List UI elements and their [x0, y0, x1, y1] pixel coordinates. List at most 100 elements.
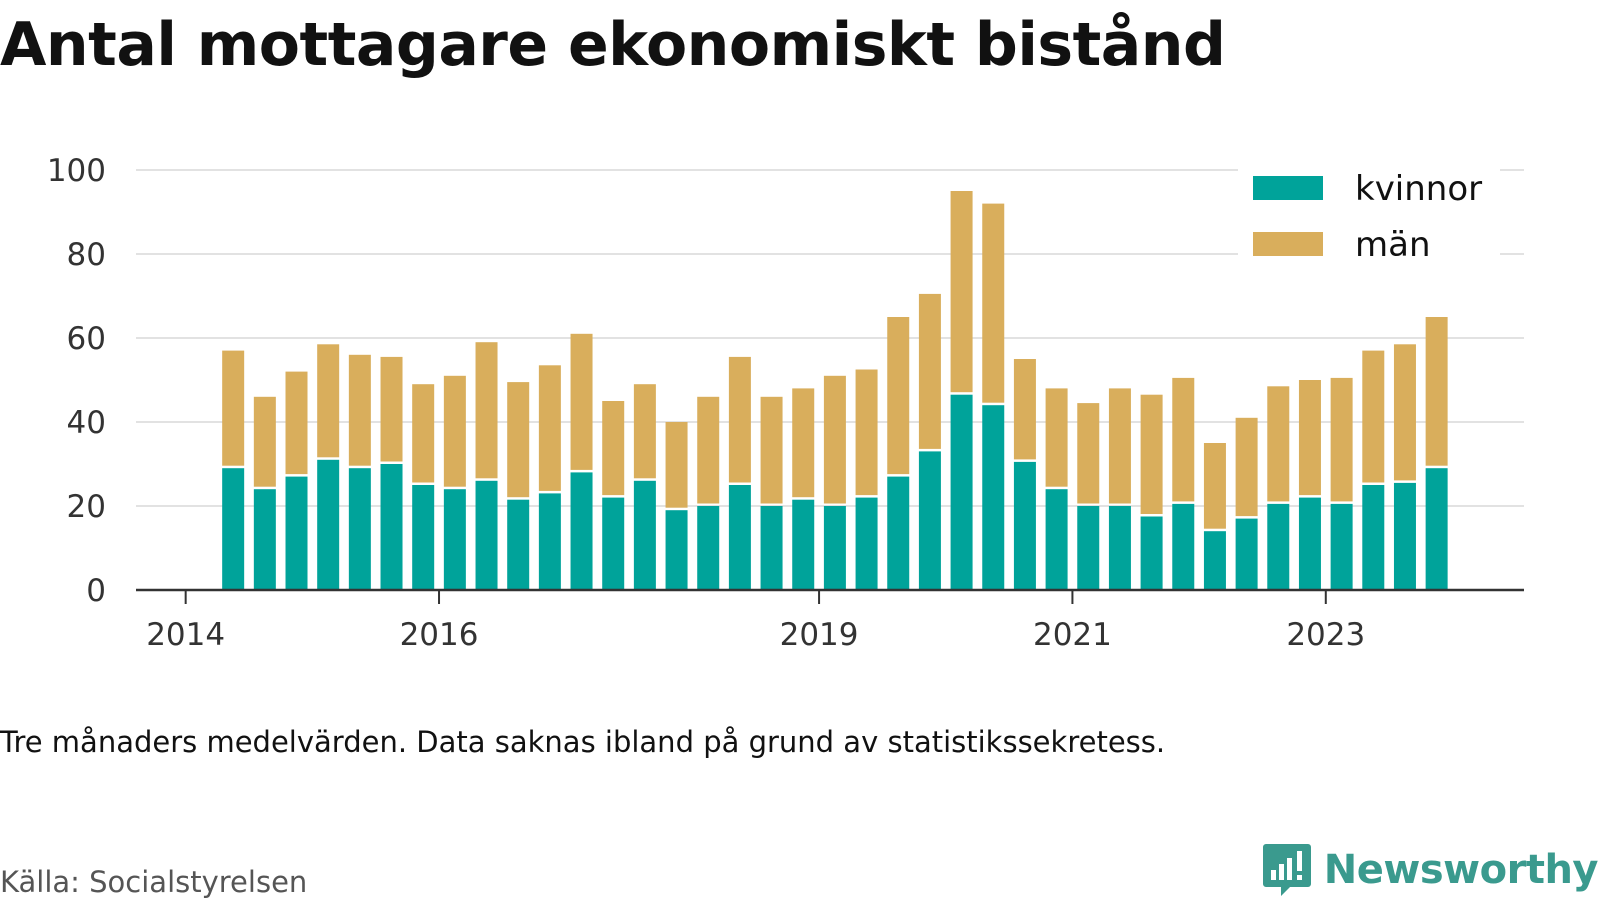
bar-man [1235, 417, 1258, 517]
bar-man [633, 384, 656, 479]
bar-man [950, 191, 973, 393]
y-tick-label: 20 [67, 489, 106, 525]
bar-man [792, 388, 815, 498]
bar-kvinnor [855, 497, 878, 590]
bar-man [507, 382, 530, 498]
bar-kvinnor [1108, 506, 1131, 590]
bar-man [918, 293, 941, 449]
bar-man [728, 356, 751, 483]
newsworthy-logo-icon [1262, 844, 1311, 896]
bar-man [253, 396, 276, 487]
bar-man [412, 384, 435, 483]
bar-man [1330, 377, 1353, 502]
bar-kvinnor [317, 459, 340, 590]
bar-kvinnor [728, 485, 751, 590]
bar-kvinnor [1235, 518, 1258, 590]
bar-kvinnor [918, 451, 941, 590]
brand-logo: Newsworthy [1262, 842, 1599, 898]
legend: kvinnor män [1238, 160, 1500, 265]
bar-kvinnor [1077, 506, 1100, 590]
bar-man [602, 401, 625, 496]
bar-kvinnor [1172, 503, 1195, 590]
bar-kvinnor [1330, 503, 1353, 590]
bar-man [443, 375, 466, 487]
bar-man [1298, 380, 1321, 496]
bar-kvinnor [760, 506, 783, 590]
bar-kvinnor [792, 499, 815, 590]
bar-man [1013, 359, 1036, 460]
bar-kvinnor [633, 480, 656, 590]
x-tick-label: 2016 [400, 617, 479, 653]
bar-man [1362, 350, 1385, 483]
bar-man [1108, 388, 1131, 504]
x-tick-label: 2021 [1033, 617, 1112, 653]
bar-man [760, 396, 783, 504]
bar-man [570, 333, 593, 470]
bar-kvinnor [253, 489, 276, 590]
bar-man [1140, 394, 1163, 514]
bar-kvinnor [823, 506, 846, 590]
bar-man [1172, 377, 1195, 502]
x-tick-label: 2019 [780, 617, 859, 653]
bar-man [855, 369, 878, 496]
bar-kvinnor [412, 485, 435, 590]
bar-kvinnor [602, 497, 625, 590]
brand-name: Newsworthy [1323, 847, 1599, 893]
bar-kvinnor [1425, 468, 1448, 590]
legend-swatch [1253, 232, 1323, 256]
source-credit: Källa: Socialstyrelsen [0, 865, 308, 899]
bar-man [1267, 386, 1290, 502]
y-tick-label: 40 [67, 405, 106, 441]
x-tick-label: 2014 [146, 617, 225, 653]
bar-man [1393, 344, 1416, 481]
bar-man [982, 203, 1005, 403]
bar-kvinnor [982, 405, 1005, 590]
bar-kvinnor [222, 468, 245, 590]
bar-kvinnor [380, 464, 403, 590]
bar-kvinnor [1393, 482, 1416, 590]
y-tick-label: 60 [67, 321, 106, 357]
y-tick-label: 0 [86, 573, 106, 609]
x-tick-label: 2023 [1286, 617, 1365, 653]
bar-kvinnor [1203, 531, 1226, 590]
bar-kvinnor [887, 476, 910, 590]
legend-swatch [1253, 176, 1323, 200]
bar-kvinnor [1298, 497, 1321, 590]
legend-label: män [1355, 225, 1431, 265]
bar-man [1203, 443, 1226, 529]
bar-kvinnor [475, 480, 498, 590]
bar-man [475, 342, 498, 479]
chart-title: Antal mottagare ekonomiskt bistånd [0, 10, 1226, 80]
bar-man [1045, 388, 1068, 487]
bar-man [823, 375, 846, 504]
bar-kvinnor [507, 499, 530, 590]
bar-man [380, 356, 403, 462]
y-tick-label: 80 [67, 237, 106, 273]
bar-man [317, 344, 340, 458]
y-tick-label: 100 [47, 153, 106, 189]
bar-kvinnor [1267, 503, 1290, 590]
bar-kvinnor [538, 493, 561, 590]
bar-man [697, 396, 720, 504]
bar-kvinnor [348, 468, 371, 590]
bar-man [348, 354, 371, 466]
bar-man [665, 422, 688, 508]
bar-man [1077, 403, 1100, 504]
chart-note: Tre månaders medelvärden. Data saknas ib… [0, 725, 1166, 759]
bar-kvinnor [1140, 516, 1163, 590]
bar-kvinnor [697, 506, 720, 590]
bar-kvinnor [1013, 461, 1036, 590]
bar-kvinnor [443, 489, 466, 590]
y-axis-ticks: 0 20 40 60 80 100 [47, 153, 106, 609]
bar-kvinnor [285, 476, 308, 590]
bar-man [1425, 317, 1448, 466]
bar-kvinnor [570, 472, 593, 590]
bar-kvinnor [950, 394, 973, 590]
legend-label: kvinnor [1355, 169, 1482, 209]
bar-man [887, 317, 910, 475]
bars [222, 191, 1448, 590]
bar-man [538, 365, 561, 491]
bar-kvinnor [665, 510, 688, 590]
x-axis-ticks: 2014 2016 2019 2021 2023 [146, 590, 1365, 653]
